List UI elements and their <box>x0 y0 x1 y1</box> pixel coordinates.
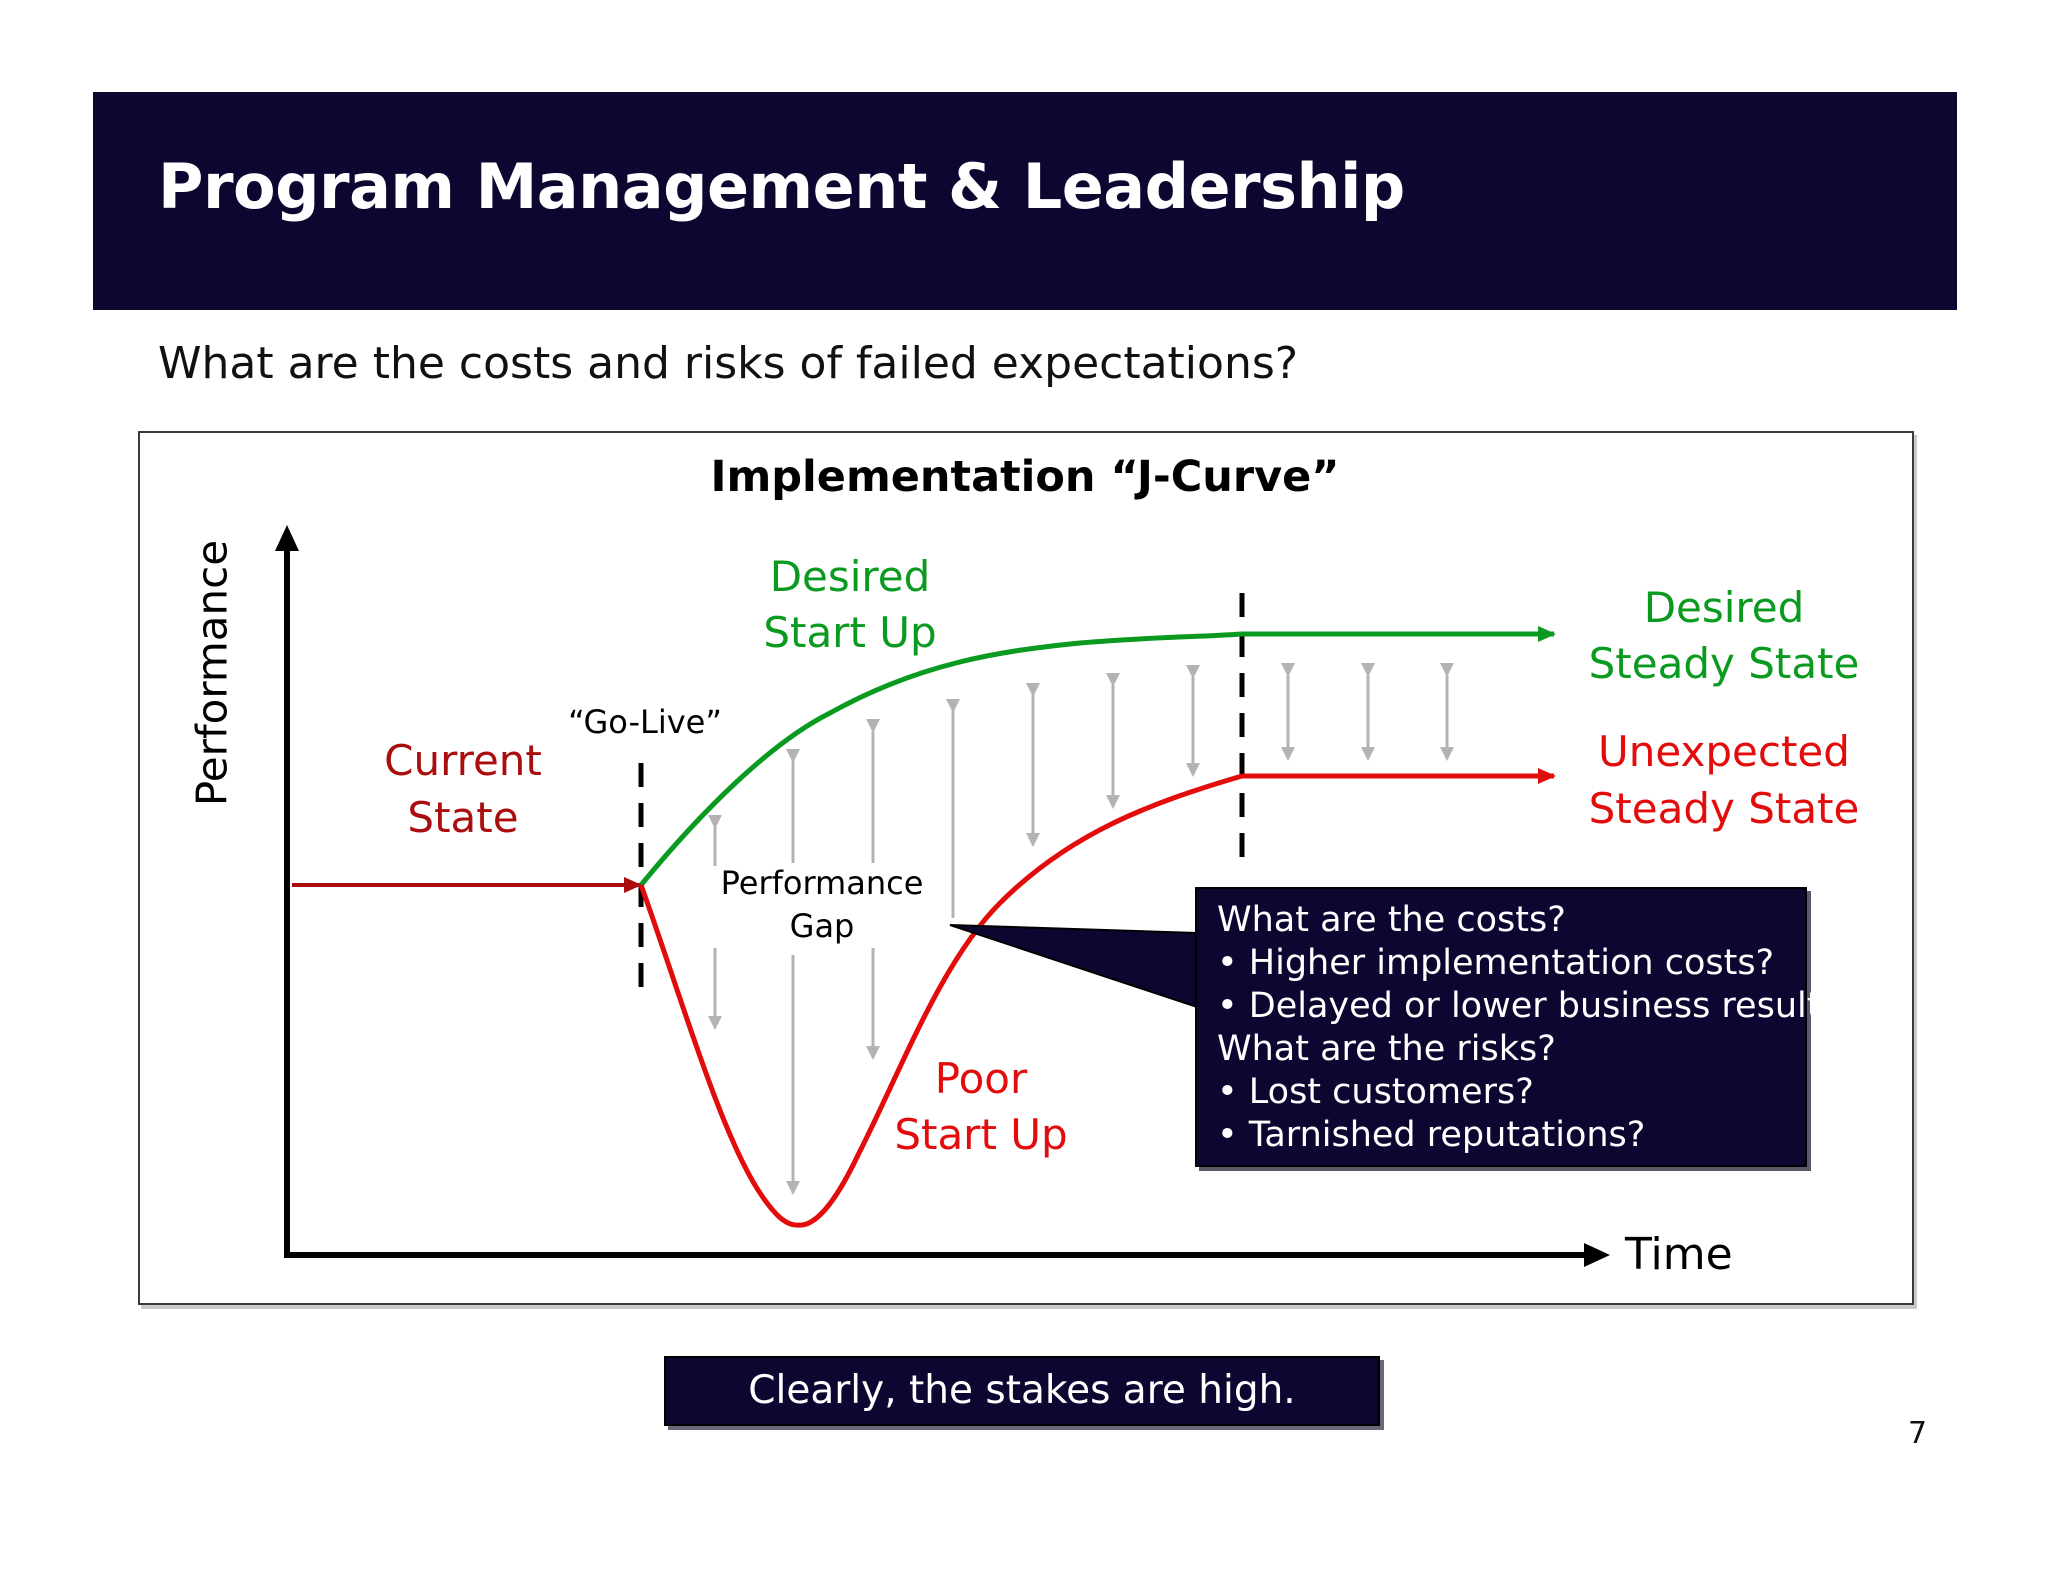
performance-gap-label-line1: Performance <box>721 864 924 902</box>
desired-steady-state-label-line1: Desired <box>1644 583 1805 632</box>
header-bar: Program Management & Leadership <box>93 92 1957 310</box>
stakes-banner: Clearly, the stakes are high. <box>664 1356 1380 1426</box>
poor-start-up-curve <box>638 773 1243 1228</box>
current-state-label-line1: Current <box>384 736 542 785</box>
unexpected-steady-state-label-line1: Unexpected <box>1598 727 1850 776</box>
poor-start-up-label-line2: Start Up <box>894 1110 1067 1159</box>
y-axis-arrowhead <box>275 525 299 551</box>
desired-steady-state-label-line2: Steady State <box>1589 639 1860 688</box>
performance-gap-label-line2: Gap <box>790 907 855 945</box>
callout-bullet: • Lost customers? <box>1217 1072 1534 1112</box>
y-axis-label: Performance <box>188 540 237 806</box>
go-live-label: “Go-Live” <box>568 703 722 741</box>
desired-start-up-label-line1: Desired <box>770 552 931 601</box>
callout-pointer <box>949 924 1202 1010</box>
costs-risks-callout: What are the costs? • Higher implementat… <box>1195 887 1858 1167</box>
poor-start-up-label-line1: Poor <box>935 1054 1028 1103</box>
page-number: 7 <box>1908 1416 1928 1451</box>
callout-bullet: • Tarnished reputations? <box>1217 1115 1646 1155</box>
j-curve-canvas: Implementation “J-Curve” Performance Tim… <box>188 452 1860 1280</box>
x-axis-arrowhead <box>1584 1243 1610 1267</box>
callout-bullet: • Higher implementation costs? <box>1217 943 1775 983</box>
slide-title: Program Management & Leadership <box>158 150 1405 223</box>
callout-bullet: • Delayed or lower business results? <box>1217 986 1858 1026</box>
callout-costs-heading: What are the costs? <box>1217 900 1566 940</box>
current-state-label-line2: State <box>407 793 518 842</box>
slide-subtitle: What are the costs and risks of failed e… <box>158 338 1299 389</box>
x-axis-label: Time <box>1624 1229 1733 1280</box>
desired-start-up-label-line2: Start Up <box>763 608 936 657</box>
performance-gap-arrows <box>708 663 1454 1195</box>
callout-risks-heading: What are the risks? <box>1217 1029 1556 1069</box>
j-curve-diagram: Implementation “J-Curve” Performance Tim… <box>138 431 1914 1305</box>
unexpected-steady-state-label-line2: Steady State <box>1589 784 1860 833</box>
diagram-title: Implementation “J-Curve” <box>710 452 1339 502</box>
desired-start-up-curve <box>639 631 1243 887</box>
